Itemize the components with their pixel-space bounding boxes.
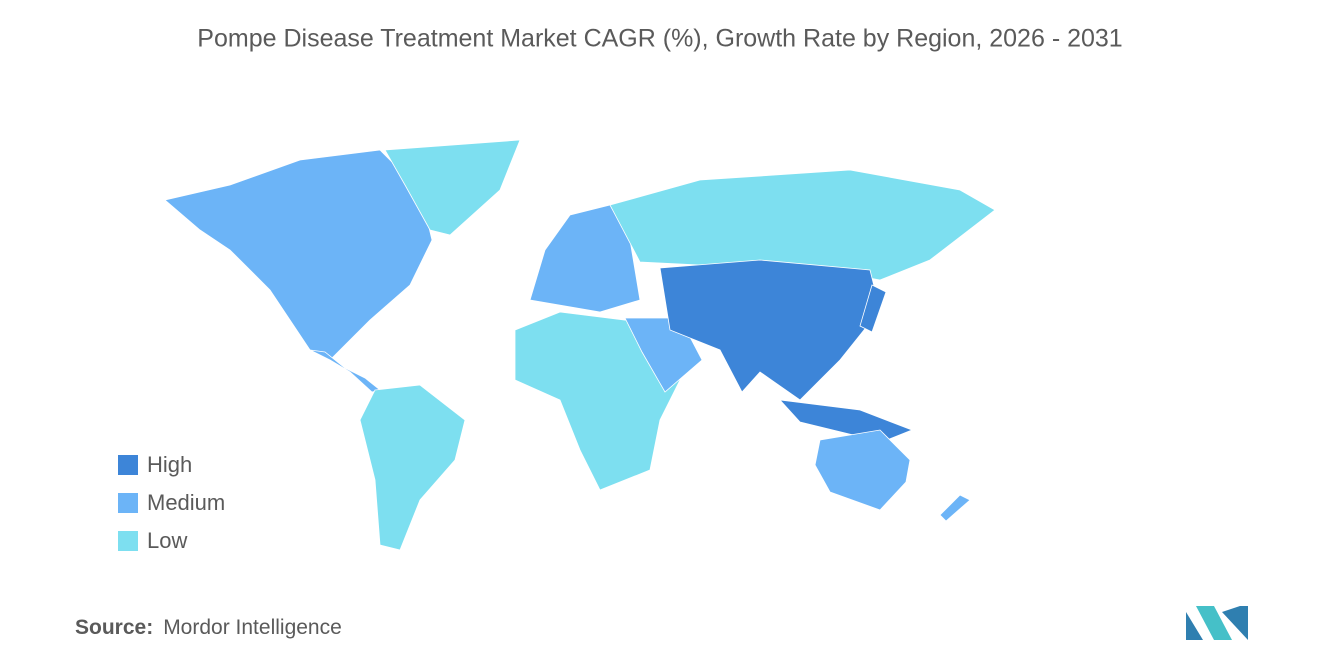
- central-america: [309, 349, 381, 393]
- greenland: [384, 139, 521, 236]
- japan: [859, 284, 887, 333]
- australia: [814, 429, 911, 511]
- africa: [514, 311, 681, 491]
- legend-label: High: [147, 452, 192, 477]
- asia: [659, 259, 881, 401]
- legend-label: Medium: [147, 490, 225, 515]
- russia: [609, 169, 996, 281]
- south-america: [359, 384, 466, 551]
- logo: [1186, 606, 1248, 640]
- world-map: [164, 139, 996, 551]
- source-name: Mordor Intelligence: [163, 616, 342, 639]
- legend-swatch: [118, 531, 138, 551]
- legend-swatch: [118, 493, 138, 513]
- legend-label: Low: [147, 528, 187, 553]
- new-zealand: [939, 494, 971, 522]
- source: Source: Mordor Intelligence: [75, 616, 342, 639]
- title: Pompe Disease Treatment Market CAGR (%),…: [197, 25, 1122, 53]
- legend: High Medium Low: [118, 452, 225, 553]
- legend-swatch: [118, 455, 138, 475]
- north-america: [164, 149, 433, 361]
- source-label: Source:: [75, 616, 153, 639]
